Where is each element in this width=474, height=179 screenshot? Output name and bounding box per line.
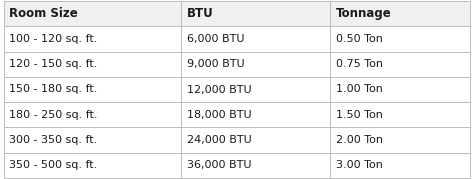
Text: Room Size: Room Size [9, 7, 78, 20]
Bar [330, 153, 470, 178]
Text: 100 - 120 sq. ft.: 100 - 120 sq. ft. [9, 34, 98, 44]
Bar [181, 26, 330, 52]
Bar [181, 102, 330, 127]
Bar [4, 127, 181, 153]
Text: 0.75 Ton: 0.75 Ton [336, 59, 383, 69]
Text: 0.50 Ton: 0.50 Ton [336, 34, 383, 44]
Text: 24,000 BTU: 24,000 BTU [187, 135, 252, 145]
Bar [181, 52, 330, 77]
Bar [4, 153, 181, 178]
Text: 36,000 BTU: 36,000 BTU [187, 160, 251, 170]
Text: 300 - 350 sq. ft.: 300 - 350 sq. ft. [9, 135, 98, 145]
Text: BTU: BTU [187, 7, 213, 20]
Text: 12,000 BTU: 12,000 BTU [187, 84, 251, 95]
Bar [330, 26, 470, 52]
Text: 120 - 150 sq. ft.: 120 - 150 sq. ft. [9, 59, 98, 69]
Bar [330, 52, 470, 77]
Bar [330, 102, 470, 127]
Text: Tonnage: Tonnage [336, 7, 392, 20]
Bar [181, 153, 330, 178]
Bar [181, 127, 330, 153]
Bar [330, 127, 470, 153]
Bar [4, 1, 181, 26]
Bar [4, 102, 181, 127]
Bar [330, 77, 470, 102]
Text: 3.00 Ton: 3.00 Ton [336, 160, 383, 170]
Bar [4, 52, 181, 77]
Text: 350 - 500 sq. ft.: 350 - 500 sq. ft. [9, 160, 98, 170]
Text: 150 - 180 sq. ft.: 150 - 180 sq. ft. [9, 84, 98, 95]
Text: 2.00 Ton: 2.00 Ton [336, 135, 383, 145]
Bar [181, 1, 330, 26]
Bar [4, 26, 181, 52]
Text: 180 - 250 sq. ft.: 180 - 250 sq. ft. [9, 110, 98, 120]
Text: 9,000 BTU: 9,000 BTU [187, 59, 244, 69]
Text: 1.50 Ton: 1.50 Ton [336, 110, 383, 120]
Text: 6,000 BTU: 6,000 BTU [187, 34, 244, 44]
Bar [330, 1, 470, 26]
Bar [4, 77, 181, 102]
Text: 1.00 Ton: 1.00 Ton [336, 84, 383, 95]
Bar [181, 77, 330, 102]
Text: 18,000 BTU: 18,000 BTU [187, 110, 251, 120]
